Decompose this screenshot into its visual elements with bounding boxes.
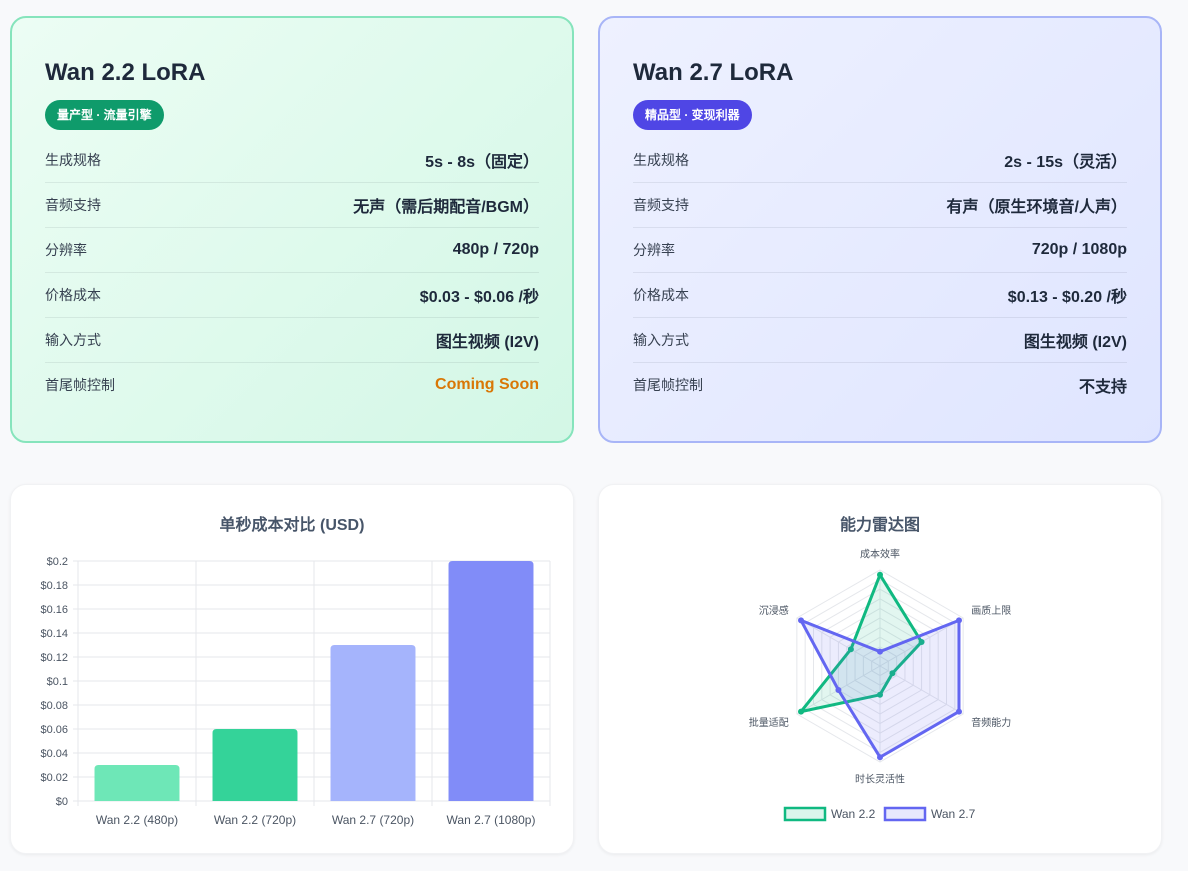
- category-badge: 精品型 · 变现利器: [633, 100, 752, 130]
- spec-label: 首尾帧控制: [633, 377, 703, 393]
- spec-label: 价格成本: [633, 287, 689, 303]
- y-tick-label: $0.12: [40, 652, 68, 664]
- radar-point: [877, 648, 883, 655]
- radar-point: [798, 708, 805, 715]
- card-title: Wan 2.7 LoRA: [633, 59, 794, 86]
- spec-label: 输入方式: [45, 332, 101, 348]
- y-tick-label: $0.14: [40, 628, 68, 640]
- radar-point: [835, 687, 842, 693]
- spec-row-frame-control: 首尾帧控制 Coming Soon: [45, 363, 539, 407]
- y-tick-label: $0.2: [47, 556, 68, 568]
- radar-axis-label: 画质上限: [971, 605, 1011, 617]
- spec-label: 音频支持: [633, 197, 689, 213]
- x-tick-label: Wan 2.7 (1080p): [447, 813, 536, 827]
- spec-row-resolution: 分辨率 720p / 1080p: [633, 228, 1127, 273]
- y-tick-label: $0.08: [40, 700, 68, 712]
- radar-axis-label: 时长灵活性: [855, 772, 905, 785]
- capability-radar-card: 能力雷达图 成本效率 画质上限 音频能力 时长灵活性 批量适配 沉浸感 Wan 2.2 Wan…: [598, 484, 1162, 854]
- x-tick-label: Wan 2.2 (480p): [96, 813, 178, 827]
- radar-point: [955, 708, 962, 715]
- y-tick-label: $0: [56, 796, 68, 808]
- radar-point: [918, 639, 925, 645]
- spec-label: 分辨率: [45, 242, 87, 258]
- spec-value: 有声（原生环境音/人声）: [946, 199, 1127, 216]
- bar: [330, 645, 416, 801]
- spec-row-price: 价格成本 $0.03 - $0.06 /秒: [45, 273, 539, 318]
- x-tick-label: Wan 2.7 (720p): [332, 813, 414, 827]
- radar-point: [847, 646, 854, 653]
- card-title: Wan 2.2 LoRA: [45, 59, 206, 86]
- spec-row-frame-control: 首尾帧控制 不支持: [633, 363, 1127, 407]
- y-tick-label: $0.16: [40, 604, 68, 616]
- spec-label: 价格成本: [45, 287, 101, 303]
- spec-label: 音频支持: [45, 197, 101, 213]
- x-tick-label: Wan 2.2 (720p): [214, 813, 296, 827]
- radar-spoke: [796, 617, 881, 667]
- spec-value: 5s - 8s（固定）: [425, 154, 539, 171]
- spec-row-audio: 音频支持 有声（原生环境音/人声）: [633, 183, 1127, 228]
- y-tick-label: $0.04: [40, 748, 68, 760]
- spec-value: $0.03 - $0.06 /秒: [419, 289, 539, 306]
- legend-swatch: [883, 806, 927, 822]
- radar-point: [955, 617, 962, 624]
- spec-label: 生成规格: [633, 152, 689, 168]
- radar-axis-label: 沉浸感: [759, 604, 789, 617]
- spec-label: 生成规格: [45, 152, 101, 168]
- spec-value: 无声（需后期配音/BGM）: [353, 199, 539, 216]
- spec-row-duration: 生成规格 5s - 8s（固定）: [45, 138, 539, 183]
- spec-list: 生成规格 2s - 15s（灵活） 音频支持 有声（原生环境音/人声） 分辨率 720…: [633, 138, 1127, 407]
- chart-legend: Wan 2.2 Wan 2.7: [783, 806, 976, 822]
- bar: [94, 765, 180, 801]
- radar-axis-label: 批量适配: [749, 716, 789, 729]
- y-tick-label: $0.02: [40, 772, 68, 784]
- spec-value: 480p / 720p: [452, 241, 539, 258]
- spec-value: 图生视频 (I2V): [435, 334, 539, 351]
- spec-value: 2s - 15s（灵活）: [1004, 154, 1127, 171]
- cost-bar-chart-card: 单秒成本对比 (USD) $0 $0.02 $0.04 $0.06 $0.08 $0.1 $…: [10, 484, 574, 854]
- spec-value: 720p / 1080p: [1031, 241, 1127, 258]
- radar-point: [798, 617, 805, 624]
- radar-point: [889, 670, 896, 677]
- bar: [448, 561, 534, 801]
- spec-label: 首尾帧控制: [45, 377, 115, 393]
- wan27-spec-card: Wan 2.7 LoRA 精品型 · 变现利器 生成规格 2s - 15s（灵活）…: [598, 16, 1162, 443]
- y-tick-label: $0.06: [40, 724, 68, 736]
- spec-row-input: 输入方式 图生视频 (I2V): [45, 318, 539, 363]
- spec-row-input: 输入方式 图生视频 (I2V): [633, 318, 1127, 363]
- radar-point: [877, 571, 883, 578]
- spec-value: $0.13 - $0.20 /秒: [1007, 289, 1127, 306]
- spec-label: 分辨率: [633, 242, 675, 258]
- wan22-spec-card: Wan 2.2 LoRA 量产型 · 流量引擎 生成规格 5s - 8s（固定） …: [10, 16, 574, 443]
- spec-value-coming-soon: Coming Soon: [435, 376, 539, 393]
- bar: [212, 729, 298, 801]
- legend-label: Wan 2.7: [931, 807, 976, 821]
- chart-title: 单秒成本对比 (USD): [219, 517, 365, 534]
- spec-label: 输入方式: [633, 332, 689, 348]
- spec-value: 图生视频 (I2V): [1023, 334, 1127, 351]
- spec-row-audio: 音频支持 无声（需后期配音/BGM）: [45, 183, 539, 228]
- y-tick-label: $0.18: [40, 580, 68, 592]
- radar-point: [877, 691, 883, 698]
- spec-row-duration: 生成规格 2s - 15s（灵活）: [633, 138, 1127, 183]
- radar-point: [877, 754, 883, 761]
- spec-row-price: 价格成本 $0.13 - $0.20 /秒: [633, 273, 1127, 318]
- radar-axis-label: 音频能力: [971, 716, 1011, 729]
- spec-value: 不支持: [1078, 379, 1127, 396]
- legend-swatch: [783, 806, 827, 822]
- radar-axis-label: 成本效率: [860, 548, 900, 561]
- spec-list: 生成规格 5s - 8s（固定） 音频支持 无声（需后期配音/BGM） 分辨率 480…: [45, 138, 539, 407]
- legend-label: Wan 2.2: [831, 807, 876, 821]
- category-badge: 量产型 · 流量引擎: [45, 100, 164, 130]
- spec-row-resolution: 分辨率 480p / 720p: [45, 228, 539, 273]
- cost-bar-chart: $0 $0.02 $0.04 $0.06 $0.08 $0.1 $0.12 $0.14 $0.1…: [40, 556, 551, 827]
- y-tick-label: $0.1: [47, 676, 68, 688]
- chart-title: 能力雷达图: [839, 517, 920, 534]
